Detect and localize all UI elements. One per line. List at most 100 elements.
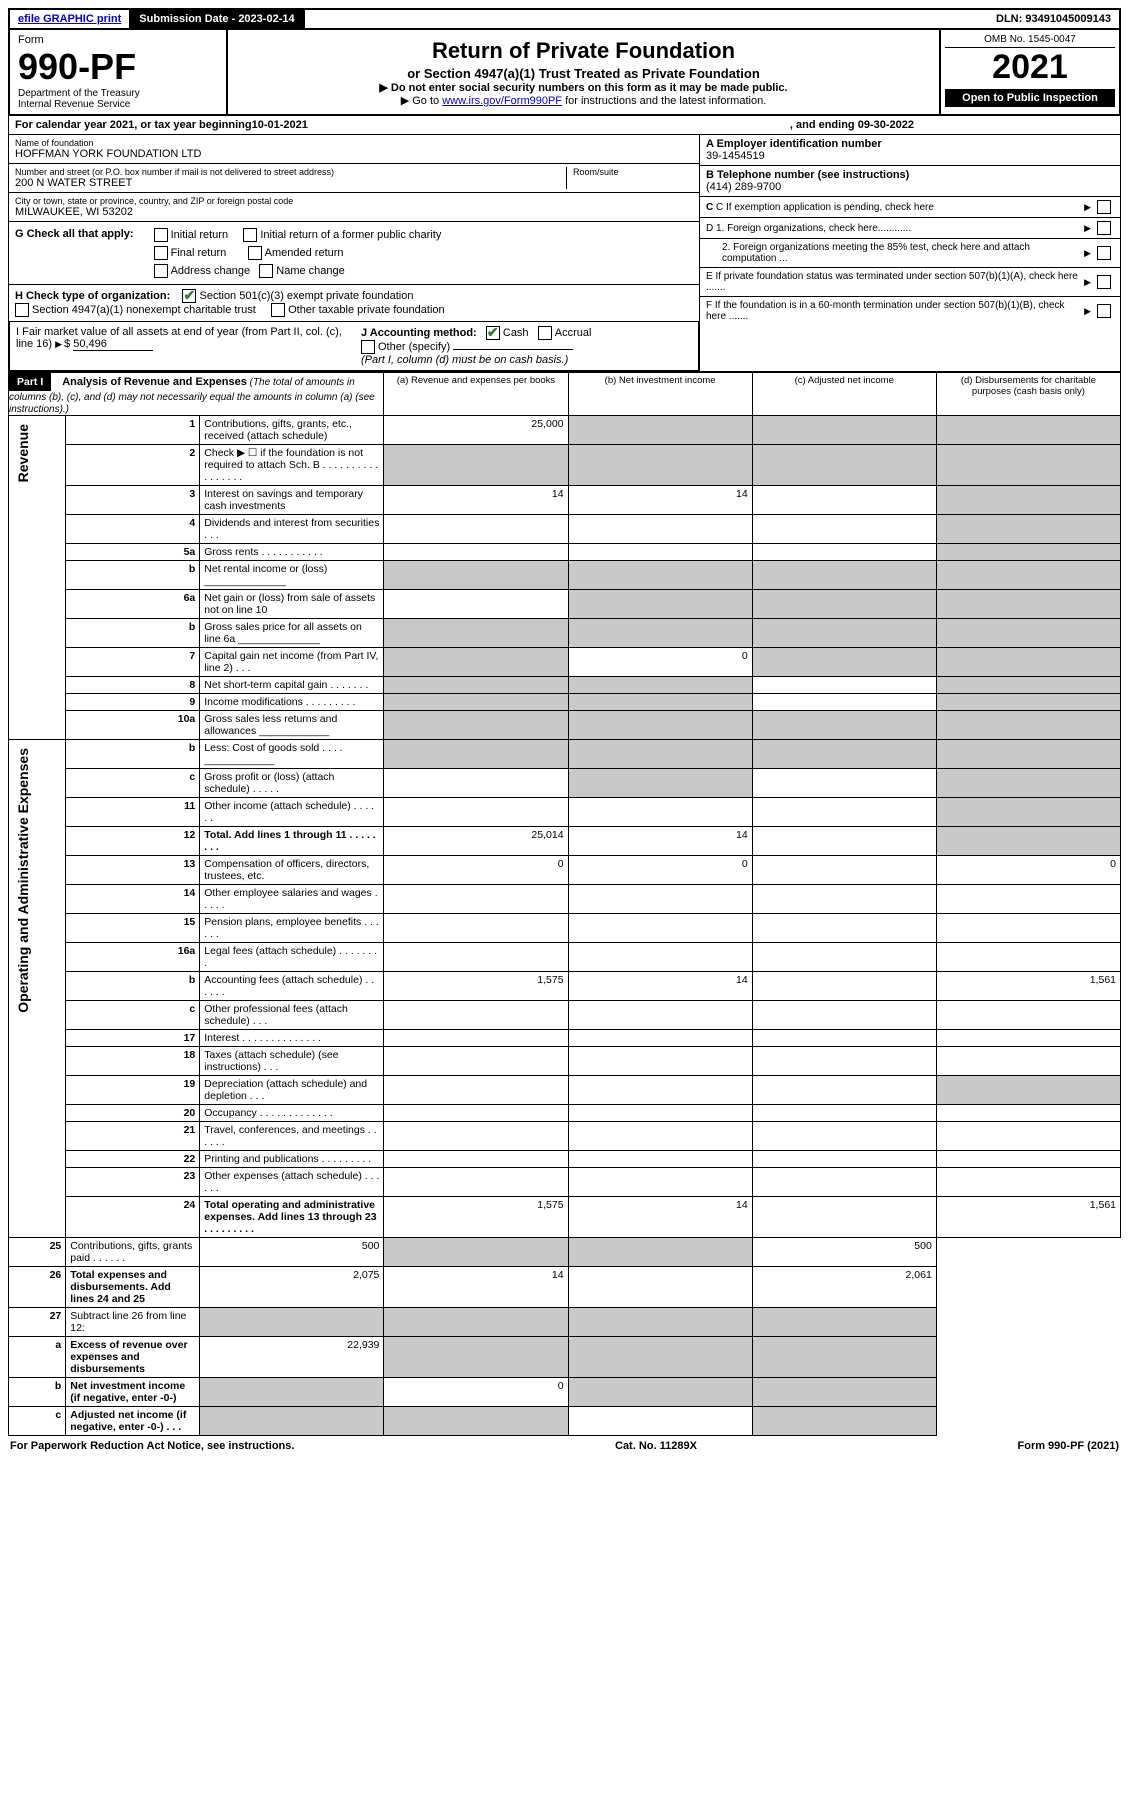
tax-year: 2021 [945,48,1115,87]
section-c: C C If exemption application is pending,… [700,197,1120,218]
cell-a [384,1047,568,1076]
chk-amended[interactable] [248,246,262,260]
cell-a [384,619,568,648]
chk-accrual[interactable] [538,326,552,340]
irs: Internal Revenue Service [18,99,218,110]
cell-a [384,1151,568,1168]
cell-a [384,694,568,711]
cell-c [752,619,936,648]
cell-b [384,1337,568,1378]
cell-b: 0 [384,1378,568,1407]
efile-print[interactable]: efile GRAPHIC print [10,10,131,28]
line-desc: Compensation of officers, directors, tru… [200,856,384,885]
chk-4947[interactable] [15,303,29,317]
cell-a [200,1308,384,1337]
chk-name-change[interactable] [259,264,273,278]
revenue-side-label: Revenue [13,418,33,488]
cell-d [752,1378,936,1407]
table-row: bNet investment income (if negative, ent… [9,1378,1121,1407]
cell-b [568,590,752,619]
cell-d [936,677,1120,694]
form-title: Return of Private Foundation [234,38,933,64]
chk-other-method[interactable] [361,340,375,354]
table-row: bAccounting fees (attach schedule) . . .… [9,972,1121,1001]
dln: DLN: 93491045009143 [988,10,1119,28]
table-row: 9Income modifications . . . . . . . . . [9,694,1121,711]
cell-a [384,590,568,619]
arrow-icon [1084,305,1093,317]
cell-a [384,1001,568,1030]
cell-c [752,769,936,798]
cell-a [384,1030,568,1047]
cell-c [568,1308,752,1337]
form-link[interactable]: www.irs.gov/Form990PF [442,95,562,107]
line-number: c [9,1407,66,1436]
table-row: 21Travel, conferences, and meetings . . … [9,1122,1121,1151]
cell-a: 1,575 [384,1197,568,1238]
cell-a: 2,075 [200,1267,384,1308]
cell-a: 0 [384,856,568,885]
line-desc: Taxes (attach schedule) (see instruction… [200,1047,384,1076]
arrow-icon [55,338,64,350]
table-row: 8Net short-term capital gain . . . . . .… [9,677,1121,694]
chk-d2[interactable] [1097,246,1111,260]
chk-cash[interactable] [486,326,500,340]
section-d1: D 1. Foreign organizations, check here..… [700,218,1120,239]
cell-d: 1,561 [936,972,1120,1001]
cell-b [568,1105,752,1122]
cell-d [752,1337,936,1378]
line-number: 2 [66,445,200,486]
chk-address-change[interactable] [154,264,168,278]
line-desc: Contributions, gifts, grants, etc., rece… [200,416,384,445]
chk-final-return[interactable] [154,246,168,260]
cell-b [568,1001,752,1030]
table-row: 16aLegal fees (attach schedule) . . . . … [9,943,1121,972]
chk-d1[interactable] [1097,221,1111,235]
chk-e[interactable] [1097,275,1111,289]
chk-c[interactable] [1097,200,1111,214]
section-h: H Check type of organization: Section 50… [9,285,699,322]
cell-b [568,769,752,798]
dept: Department of the Treasury [18,88,218,99]
cell-c [752,943,936,972]
cell-a [384,648,568,677]
cell-b: 14 [568,486,752,515]
line-desc: Net short-term capital gain . . . . . . … [200,677,384,694]
line-number: b [66,972,200,1001]
cell-c [752,1122,936,1151]
cell-d: 0 [936,856,1120,885]
arrow-icon [1084,247,1093,259]
line-number: 27 [9,1308,66,1337]
cell-d [936,561,1120,590]
submission-date: Submission Date - 2023-02-14 [131,10,304,28]
cell-d [936,648,1120,677]
cell-b [568,798,752,827]
section-e: E If private foundation status was termi… [700,268,1120,297]
col-a-header: (a) Revenue and expenses per books [384,373,568,416]
section-g: G Check all that apply: Initial return I… [9,222,699,285]
cell-d [936,1047,1120,1076]
chk-501c3[interactable] [182,289,196,303]
chk-initial-former[interactable] [243,228,257,242]
form-ref: Form 990-PF (2021) [1018,1440,1119,1452]
table-row: 15Pension plans, employee benefits . . .… [9,914,1121,943]
col-d-header: (d) Disbursements for charitable purpose… [936,373,1120,416]
chk-other-taxable[interactable] [271,303,285,317]
line-number: 19 [66,1076,200,1105]
table-row: 6aNet gain or (loss) from sale of assets… [9,590,1121,619]
cell-c [752,590,936,619]
line-desc: Less: Cost of goods sold . . . . _______… [200,740,384,769]
table-row: 3Interest on savings and temporary cash … [9,486,1121,515]
line-desc: Travel, conferences, and meetings . . . … [200,1122,384,1151]
cell-c [752,515,936,544]
line-desc: Gross rents . . . . . . . . . . . [200,544,384,561]
cell-b: 14 [568,972,752,1001]
cell-b [568,561,752,590]
cell-b [568,1076,752,1105]
line-desc: Other professional fees (attach schedule… [200,1001,384,1030]
line-desc: Total operating and administrative expen… [200,1197,384,1238]
city-cell: City or town, state or province, country… [9,193,699,222]
chk-initial-return[interactable] [154,228,168,242]
chk-f[interactable] [1097,304,1111,318]
cell-b [568,677,752,694]
